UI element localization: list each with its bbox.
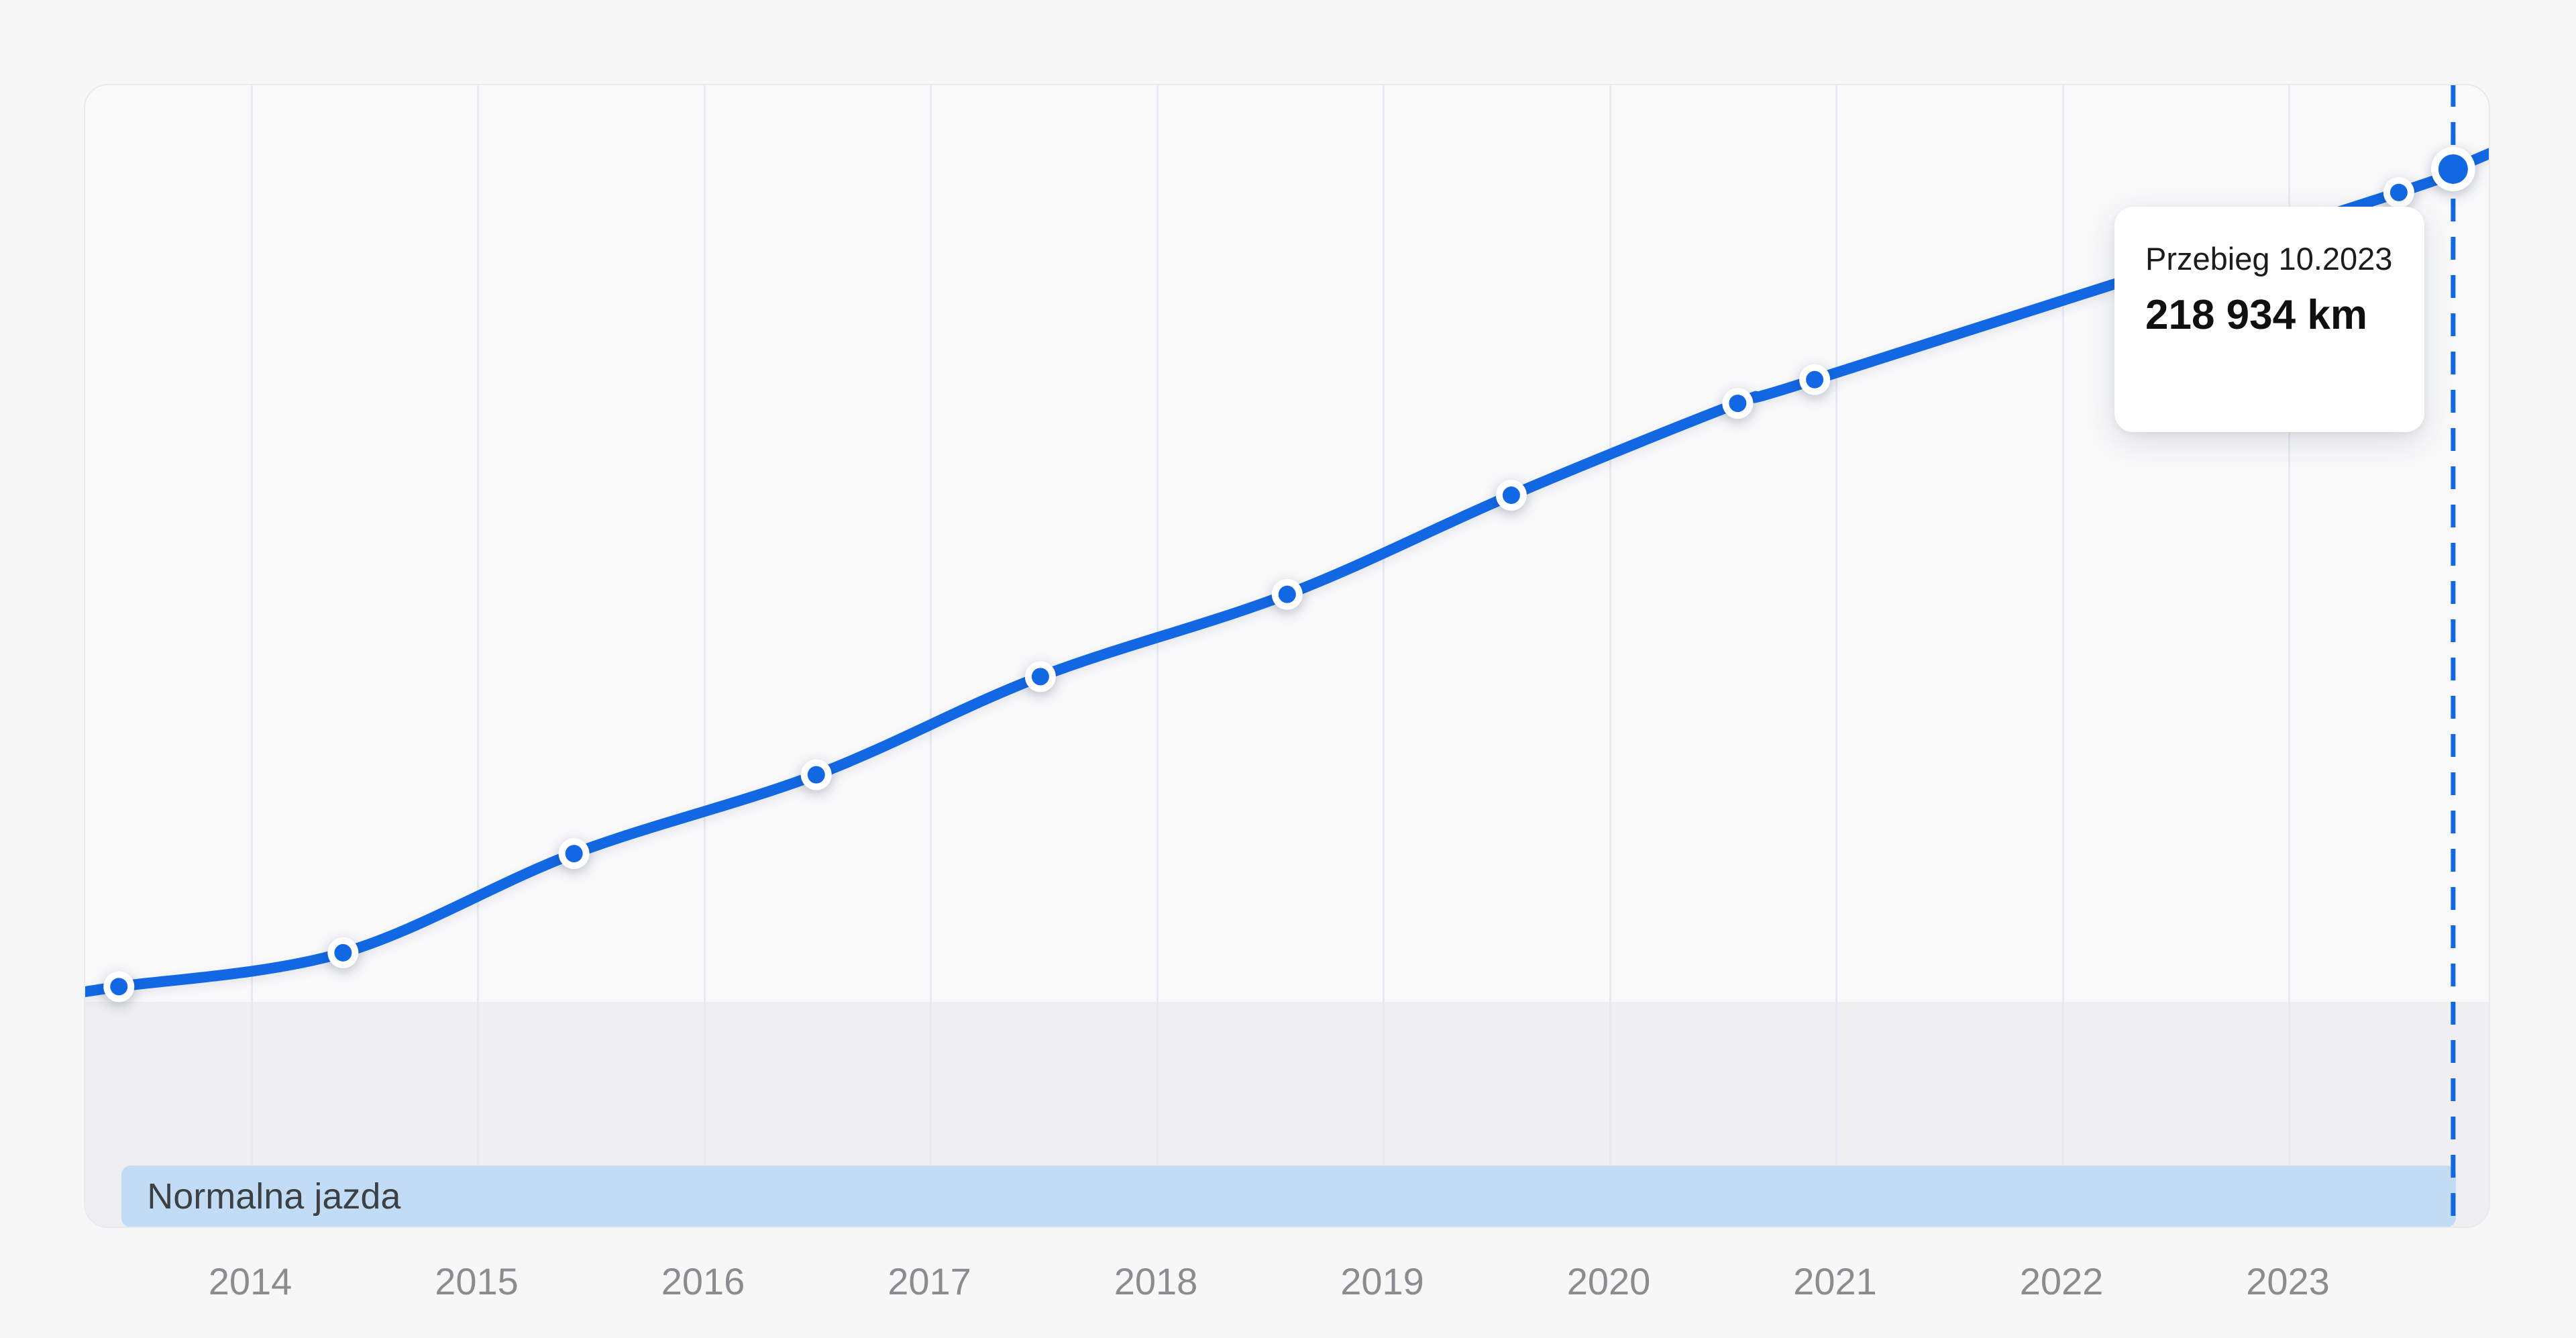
gridline-2020 [1609, 85, 1611, 1227]
x-axis-label-2014: 2014 [208, 1260, 292, 1302]
annotation-band-normal-driving: Normalna jazda [121, 1166, 2456, 1227]
x-axis-label-2020: 2020 [1566, 1260, 1651, 1302]
tooltip-title: Przebieg 10.2023 [2145, 241, 2393, 276]
gridline-2022 [2061, 85, 2064, 1227]
x-axis-label-2019: 2019 [1340, 1260, 1424, 1302]
x-axis-label-2018: 2018 [1114, 1260, 1198, 1302]
x-axis-label-2017: 2017 [888, 1260, 971, 1302]
x-axis-label-2015: 2015 [435, 1260, 519, 1302]
gridline-2021 [1835, 85, 1837, 1227]
x-axis-label-2016: 2016 [661, 1260, 745, 1302]
gridline-2015 [477, 85, 479, 1227]
x-axis-label-2022: 2022 [2019, 1260, 2104, 1302]
gridline-2017 [930, 85, 932, 1227]
x-axis-label-2021: 2021 [1793, 1260, 1877, 1302]
gridline-2019 [1383, 85, 1385, 1227]
gridline-2014 [250, 85, 253, 1227]
x-axis-label-2023: 2023 [2246, 1260, 2330, 1302]
tooltip: Przebieg 10.2023 218 934 km [2114, 207, 2424, 432]
gridline-2018 [1156, 85, 1159, 1227]
gridline-2016 [703, 85, 706, 1227]
annotation-band-label: Normalna jazda [147, 1176, 401, 1217]
tooltip-value: 218 934 km [2145, 292, 2367, 339]
x-axis: 2014 2015 2016 2017 2018 2019 2020 2021 2022 2023 [0, 1262, 2576, 1302]
